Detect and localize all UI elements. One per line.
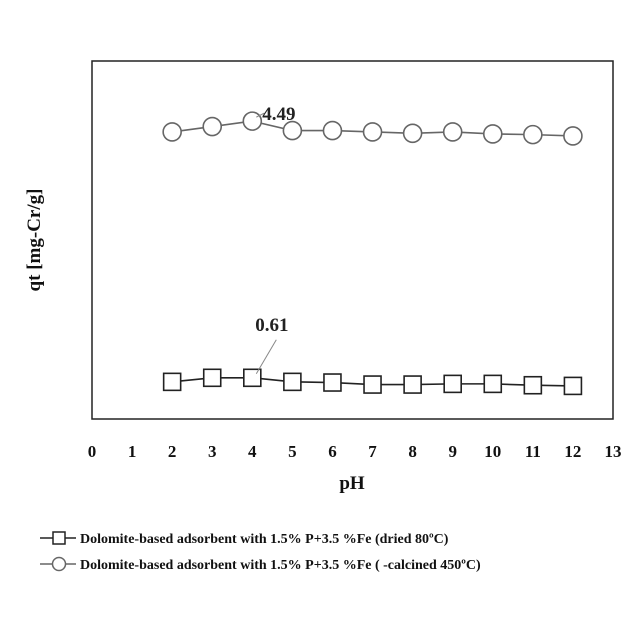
- x-axis: 012345678910111213: [88, 442, 622, 461]
- legend-circle-marker: [53, 558, 66, 571]
- data-point-square: [404, 376, 421, 393]
- data-point-circle: [564, 127, 582, 145]
- annotations: 4.49 0.61: [255, 104, 295, 374]
- data-point-circle: [243, 112, 261, 130]
- x-tick-label: 13: [605, 442, 622, 461]
- x-tick-label: 4: [248, 442, 257, 461]
- annotation-label: 0.61: [255, 315, 288, 336]
- data-point-circle: [484, 125, 502, 143]
- data-point-square: [324, 374, 341, 391]
- data-point-square: [204, 369, 221, 386]
- data-point-square: [564, 377, 581, 394]
- x-tick-label: 12: [564, 442, 581, 461]
- x-axis-title: pH: [339, 473, 365, 494]
- x-tick-label: 5: [288, 442, 297, 461]
- data-point-circle: [524, 126, 542, 144]
- x-tick-label: 0: [88, 442, 97, 461]
- data-point-square: [484, 375, 501, 392]
- legend-label: Dolomite-based adsorbent with 1.5% P+3.5…: [80, 532, 449, 547]
- chart-marks: [163, 112, 582, 394]
- x-tick-label: 1: [128, 442, 137, 461]
- x-tick-label: 11: [525, 442, 541, 461]
- x-tick-label: 3: [208, 442, 217, 461]
- data-point-circle: [404, 124, 422, 142]
- x-tick-label: 9: [448, 442, 457, 461]
- x-tick-label: 7: [368, 442, 377, 461]
- x-tick-label: 2: [168, 442, 177, 461]
- data-point-square: [524, 377, 541, 394]
- data-point-circle: [203, 118, 221, 136]
- annotation-label: 4.49: [262, 104, 295, 125]
- annotation-leader: [256, 340, 276, 374]
- data-point-circle: [364, 123, 382, 141]
- data-point-square: [164, 373, 181, 390]
- x-tick-label: 8: [408, 442, 417, 461]
- data-point-square: [444, 375, 461, 392]
- x-tick-label: 6: [328, 442, 337, 461]
- data-point-circle: [163, 123, 181, 141]
- legend-square-marker: [53, 532, 65, 544]
- data-point-square: [244, 369, 261, 386]
- legend-label: Dolomite-based adsorbent with 1.5% P+3.5…: [80, 558, 481, 573]
- data-point-square: [284, 373, 301, 390]
- y-axis-title: qt [mg-Cr/g]: [24, 189, 45, 292]
- legend: Dolomite-based adsorbent with 1.5% P+3.5…: [40, 532, 481, 573]
- data-point-circle: [323, 122, 341, 140]
- data-point-square: [364, 376, 381, 393]
- plot-frame: [92, 61, 613, 419]
- x-tick-label: 10: [484, 442, 501, 461]
- data-point-circle: [444, 123, 462, 141]
